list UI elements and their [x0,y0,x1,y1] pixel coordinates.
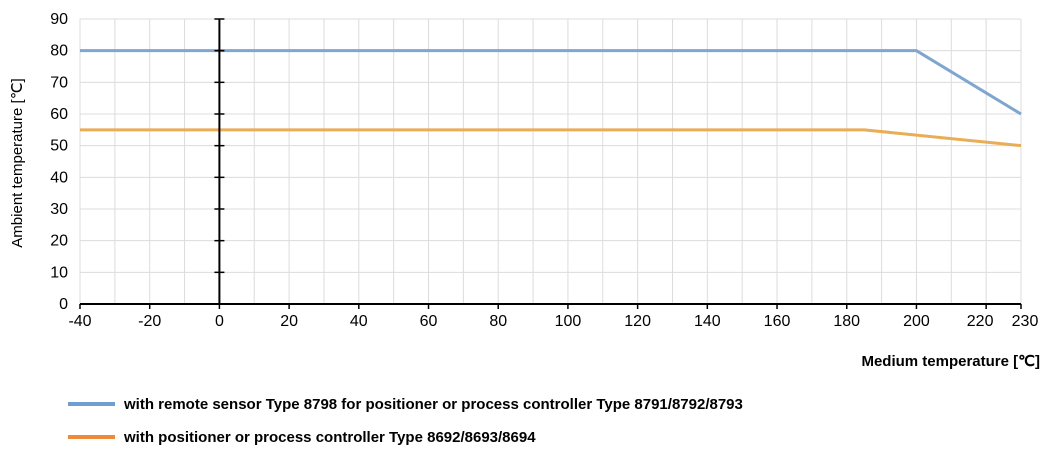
grid [79,18,1022,304]
y-tick-label: 40 [50,169,68,186]
series-line-0 [80,49,1022,116]
x-tick-label: 200 [903,313,930,330]
y-tick-label: 0 [59,296,68,313]
x-tick-label: 100 [555,313,582,330]
y-tick-label: 10 [50,264,68,281]
legend-label-remote-sensor: with remote sensor Type 8798 for positio… [123,396,743,413]
y-tick-label: 70 [50,74,68,91]
y-tick-label: 20 [50,233,68,250]
x-tick-label: 180 [833,313,860,330]
y-tick-label: 50 [50,138,68,155]
axes [79,18,1022,309]
x-tick-label: 40 [350,313,368,330]
y-axis-title: Ambient temperature [℃] [9,78,26,247]
y-tick-label: 60 [50,106,68,123]
x-tick-label: -20 [138,313,161,330]
y-tick-label: 30 [50,201,68,218]
x-tick-label: 220 [967,313,994,330]
x-tick-label: -40 [68,313,91,330]
series-line-1 [80,128,1022,148]
x-tick-label: 0 [215,313,224,330]
legend: with remote sensor Type 8798 for positio… [68,396,743,446]
x-tick-label: 60 [420,313,438,330]
x-tick-label: 20 [280,313,298,330]
y-tick-label: 90 [50,11,68,28]
x-tick-label: 80 [489,313,507,330]
x-axis-title: Medium temperature [℃] [861,353,1040,370]
y-tick-label: 80 [50,43,68,60]
x-tick-label: 140 [694,313,721,330]
x-tick-label: 160 [764,313,791,330]
legend-label-positioner: with positioner or process controller Ty… [123,429,536,446]
x-tick-label: 120 [624,313,651,330]
x-tick-label: 230 [1012,313,1039,330]
tick-labels: 0 10 20 30 40 50 60 70 80 90 -40 -20 0 20 40 60 80 100 120… [50,11,1038,330]
series-lines [80,49,1022,148]
